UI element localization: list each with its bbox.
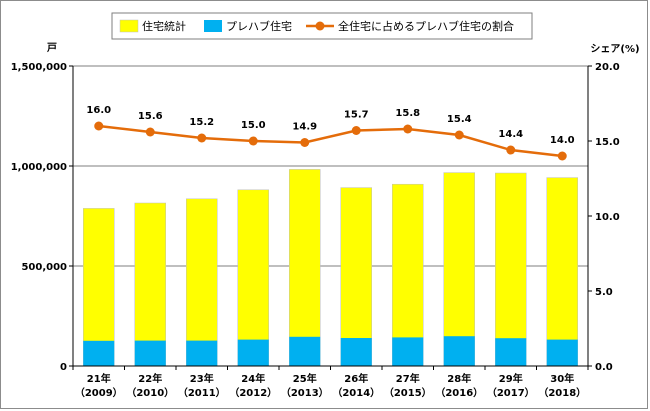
- bar-prefab-8: [495, 338, 527, 366]
- bar-prefab-0: [83, 340, 115, 366]
- bar-prefab-3: [237, 339, 269, 366]
- bar-prefab-2: [186, 340, 218, 366]
- right-tick-label-0: 0.0: [595, 362, 613, 373]
- bar-prefab-6: [392, 337, 424, 366]
- share-point-2: [197, 133, 207, 143]
- x-label-year-3: 24年: [241, 372, 265, 385]
- legend-box: [111, 12, 533, 40]
- x-label-year-8: 29年: [499, 372, 523, 385]
- left-axis-unit: 戸: [47, 42, 57, 54]
- share-point-0: [94, 121, 104, 131]
- x-label-era-0: （2009）: [75, 386, 123, 399]
- bar-prefab-5: [340, 338, 372, 366]
- share-data-label-2: 15.2: [189, 117, 214, 128]
- bar-total-9: [546, 177, 578, 367]
- share-point-4: [300, 138, 310, 147]
- share-data-label-5: 15.7: [344, 110, 369, 121]
- left-tick-label-3: 1,500,000: [11, 62, 67, 73]
- share-point-8: [506, 145, 516, 155]
- x-label-year-4: 25年: [293, 372, 317, 385]
- x-label-era-7: （2016）: [435, 386, 483, 399]
- share-point-3: [248, 136, 258, 146]
- x-label-era-3: （2012）: [229, 386, 277, 399]
- share-data-label-0: 16.0: [86, 105, 111, 116]
- x-label-year-7: 28年: [447, 372, 471, 385]
- right-tick-label-2: 10.0: [595, 212, 620, 223]
- x-label-era-2: （2011）: [178, 386, 226, 399]
- bar-total-2: [186, 198, 218, 367]
- legend-label-prefab: プレハブ住宅: [226, 19, 292, 33]
- bar-total-8: [495, 172, 527, 367]
- share-data-label-7: 15.4: [447, 114, 472, 125]
- share-data-label-6: 15.8: [395, 108, 420, 119]
- legend-label-share: 全住宅に占めるプレハブ住宅の割合: [338, 19, 514, 33]
- right-tick-label-1: 5.0: [595, 287, 613, 298]
- share-point-7: [454, 130, 464, 140]
- legend-marker-share: [315, 21, 325, 31]
- x-label-year-0: 21年: [87, 372, 111, 385]
- left-tick-label-1: 500,000: [21, 262, 67, 273]
- share-data-label-8: 14.4: [498, 129, 523, 140]
- x-label-year-2: 23年: [190, 372, 214, 385]
- bar-total-7: [443, 172, 475, 367]
- share-data-label-3: 15.0: [241, 120, 266, 131]
- legend-swatch-prefab: [204, 20, 222, 32]
- bar-total-3: [237, 189, 269, 367]
- share-point-1: [145, 127, 155, 137]
- bar-prefab-9: [546, 339, 578, 366]
- legend-swatch-total: [119, 19, 139, 33]
- right-tick-label-4: 20.0: [595, 62, 620, 73]
- x-label-era-5: （2014）: [332, 386, 380, 399]
- x-label-era-4: （2013）: [281, 386, 329, 399]
- left-tick-label-0: 0: [60, 362, 67, 373]
- share-line: [98, 124, 563, 158]
- share-point-5: [351, 126, 361, 135]
- share-data-label-4: 14.9: [292, 122, 317, 133]
- bar-total-4: [289, 169, 321, 367]
- x-label-era-6: （2015）: [384, 386, 432, 399]
- bar-prefab-1: [134, 340, 166, 366]
- left-tick-label-2: 1,000,000: [11, 162, 67, 173]
- right-axis-unit: シェア(%): [590, 43, 639, 55]
- share-point-6: [403, 124, 413, 134]
- bar-total-0: [83, 208, 115, 367]
- bar-prefab-7: [443, 336, 475, 366]
- x-label-era-9: （2018）: [538, 386, 586, 399]
- share-data-label-9: 14.0: [550, 135, 575, 146]
- x-label-era-1: （2010）: [126, 386, 174, 399]
- right-tick-label-3: 15.0: [595, 137, 620, 148]
- share-point-9: [557, 151, 567, 161]
- legend-label-total: 住宅統計: [142, 19, 186, 33]
- bar-prefab-4: [289, 336, 321, 366]
- x-label-year-5: 26年: [344, 372, 368, 385]
- x-label-year-1: 22年: [138, 372, 162, 385]
- x-label-year-9: 30年: [550, 372, 574, 385]
- bar-total-1: [134, 202, 166, 367]
- x-label-year-6: 27年: [396, 372, 420, 385]
- x-label-era-8: （2017）: [487, 386, 535, 399]
- share-data-label-1: 15.6: [138, 111, 163, 122]
